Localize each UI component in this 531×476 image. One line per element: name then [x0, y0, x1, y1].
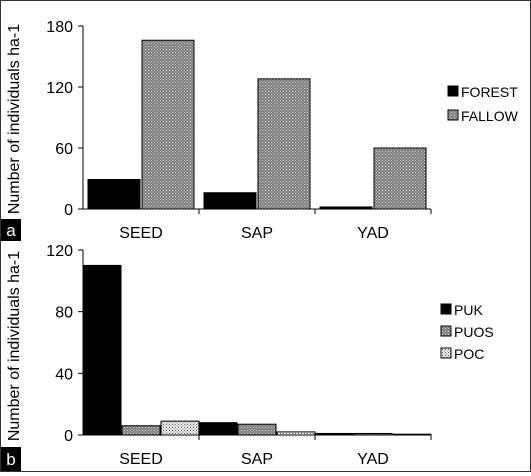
- legend-label: PUOS: [454, 324, 494, 340]
- legend-swatch: [440, 325, 452, 337]
- y-tick-labels: 0 40 80 120: [46, 243, 73, 445]
- bars: [82, 264, 432, 436]
- category-label: YAD: [357, 451, 389, 468]
- legend-label: FOREST: [461, 84, 518, 100]
- bar-forest-sap: [203, 192, 257, 210]
- panel-label-text: b: [6, 450, 15, 469]
- y-tick-labels: 0 60 120 180: [46, 19, 73, 219]
- y-tick-label: 0: [64, 202, 73, 219]
- category-label: YAD: [357, 225, 389, 242]
- y-axis-label: Number of individuals ha-1: [6, 24, 23, 214]
- legend-swatch: [440, 303, 452, 315]
- legend-swatch: [440, 347, 452, 359]
- y-tick-label: 0: [64, 428, 73, 445]
- y-tick-label: 80: [55, 305, 73, 322]
- panel-label-text: a: [6, 221, 16, 240]
- category-labels: SEED SAP YAD: [119, 451, 389, 468]
- bar-poc-seed: [160, 420, 200, 436]
- legend: PUK PUOS POC: [440, 302, 494, 362]
- category-label: SAP: [241, 225, 273, 242]
- category-label: SEED: [119, 225, 163, 242]
- bars: [87, 39, 427, 210]
- axes: [78, 249, 432, 440]
- bar-fallow-yad: [373, 147, 427, 210]
- legend-swatch: [447, 109, 459, 121]
- panel-b: Number of individuals ha-1 0 40 80 120 SEED…: [1, 243, 494, 471]
- legend-label: PUK: [454, 302, 483, 318]
- bar-puk-seed: [82, 264, 122, 436]
- category-label: SEED: [119, 451, 163, 468]
- panel-a: Number of individuals ha-1 0 60 120 180 SEE…: [1, 19, 519, 242]
- bar-puos-seed: [121, 425, 161, 436]
- y-tick-label: 180: [46, 19, 73, 36]
- legend: FOREST FALLOW: [447, 84, 519, 124]
- y-axis-label: Number of individuals ha-1: [6, 251, 23, 441]
- bar-puos-sap: [237, 423, 277, 436]
- panel-label-b: b: [1, 447, 21, 471]
- y-tick-label: 120: [46, 243, 73, 260]
- bar-puk-sap: [198, 422, 238, 436]
- bar-forest-seed: [87, 179, 141, 210]
- category-labels: SEED SAP YAD: [119, 225, 389, 242]
- axes: [78, 25, 432, 214]
- legend-label: POC: [454, 346, 484, 362]
- legend-label: FALLOW: [461, 108, 519, 124]
- category-label: SAP: [241, 451, 273, 468]
- y-tick-label: 120: [46, 80, 73, 97]
- y-tick-label: 60: [55, 141, 73, 158]
- legend-swatch: [447, 85, 459, 97]
- y-tick-label: 40: [55, 366, 73, 383]
- bar-fallow-sap: [257, 78, 311, 210]
- panel-label-a: a: [1, 219, 21, 241]
- bar-fallow-seed: [141, 39, 195, 210]
